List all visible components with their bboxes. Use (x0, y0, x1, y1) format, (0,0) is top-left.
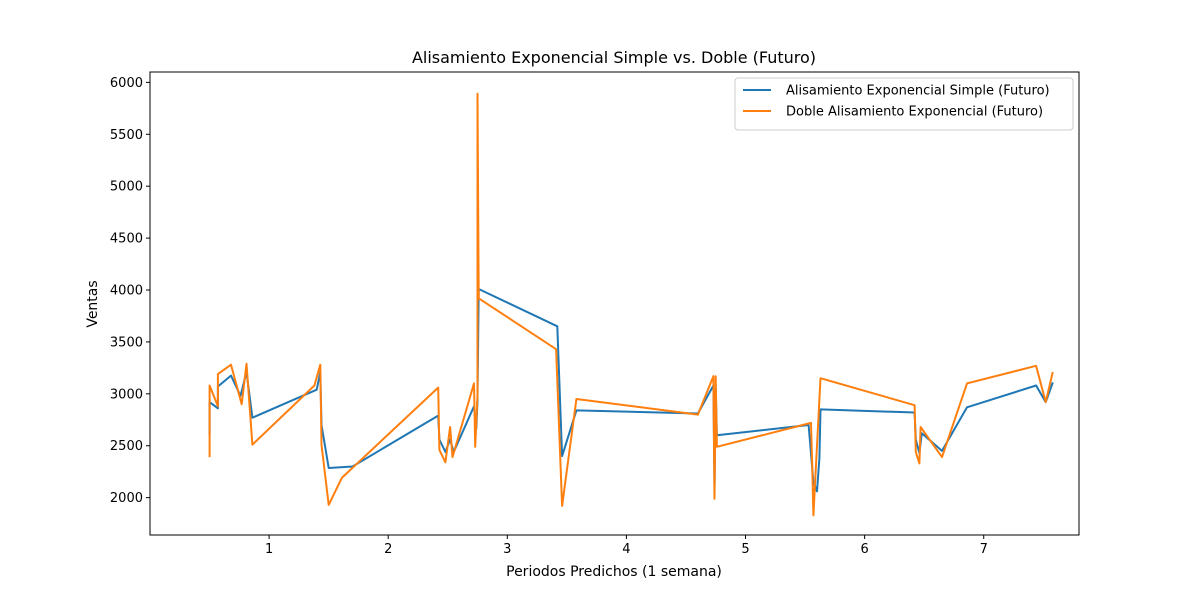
series-line-2 (208, 92, 1054, 517)
y-axis-ticks: 2000 2500 3000 3500 4000 4500 5000 5500 6000 (110, 76, 150, 506)
x-tick-label: 1 (265, 542, 273, 557)
y-tick-label: 4000 (110, 284, 143, 299)
x-axis-label: Periodos Predichos (1 semana) (506, 564, 722, 580)
y-tick-label: 2500 (110, 439, 143, 454)
x-tick-label: 5 (741, 542, 749, 557)
x-tick-label: 2 (384, 542, 392, 557)
legend: Alisamiento Exponencial Simple (Futuro) D… (734, 77, 1074, 131)
y-tick-label: 6000 (110, 76, 143, 91)
y-tick-label: 2000 (110, 491, 143, 506)
x-tick-label: 3 (503, 542, 511, 557)
legend-box (734, 77, 1074, 131)
x-axis-ticks: 1 2 3 4 5 6 7 (265, 535, 988, 557)
legend-label-1: Alisamiento Exponencial Simple (Futuro) (786, 84, 1050, 99)
series-line-1 (208, 288, 1054, 493)
x-tick-label: 6 (860, 542, 868, 557)
y-axis-label: Ventas (85, 280, 101, 327)
y-tick-label: 3500 (110, 335, 143, 350)
x-tick-label: 4 (622, 542, 630, 557)
y-tick-label: 5500 (110, 128, 143, 143)
y-tick-label: 3000 (110, 387, 143, 402)
plot-frame (149, 71, 1080, 536)
series-layer (208, 92, 1054, 517)
y-tick-label: 4500 (110, 232, 143, 247)
x-tick-label: 7 (980, 542, 988, 557)
y-tick-label: 5000 (110, 180, 143, 195)
chart-title: Alisamiento Exponencial Simple vs. Doble… (412, 48, 816, 67)
legend-label-2: Doble Alisamiento Exponencial (Futuro) (786, 105, 1043, 120)
